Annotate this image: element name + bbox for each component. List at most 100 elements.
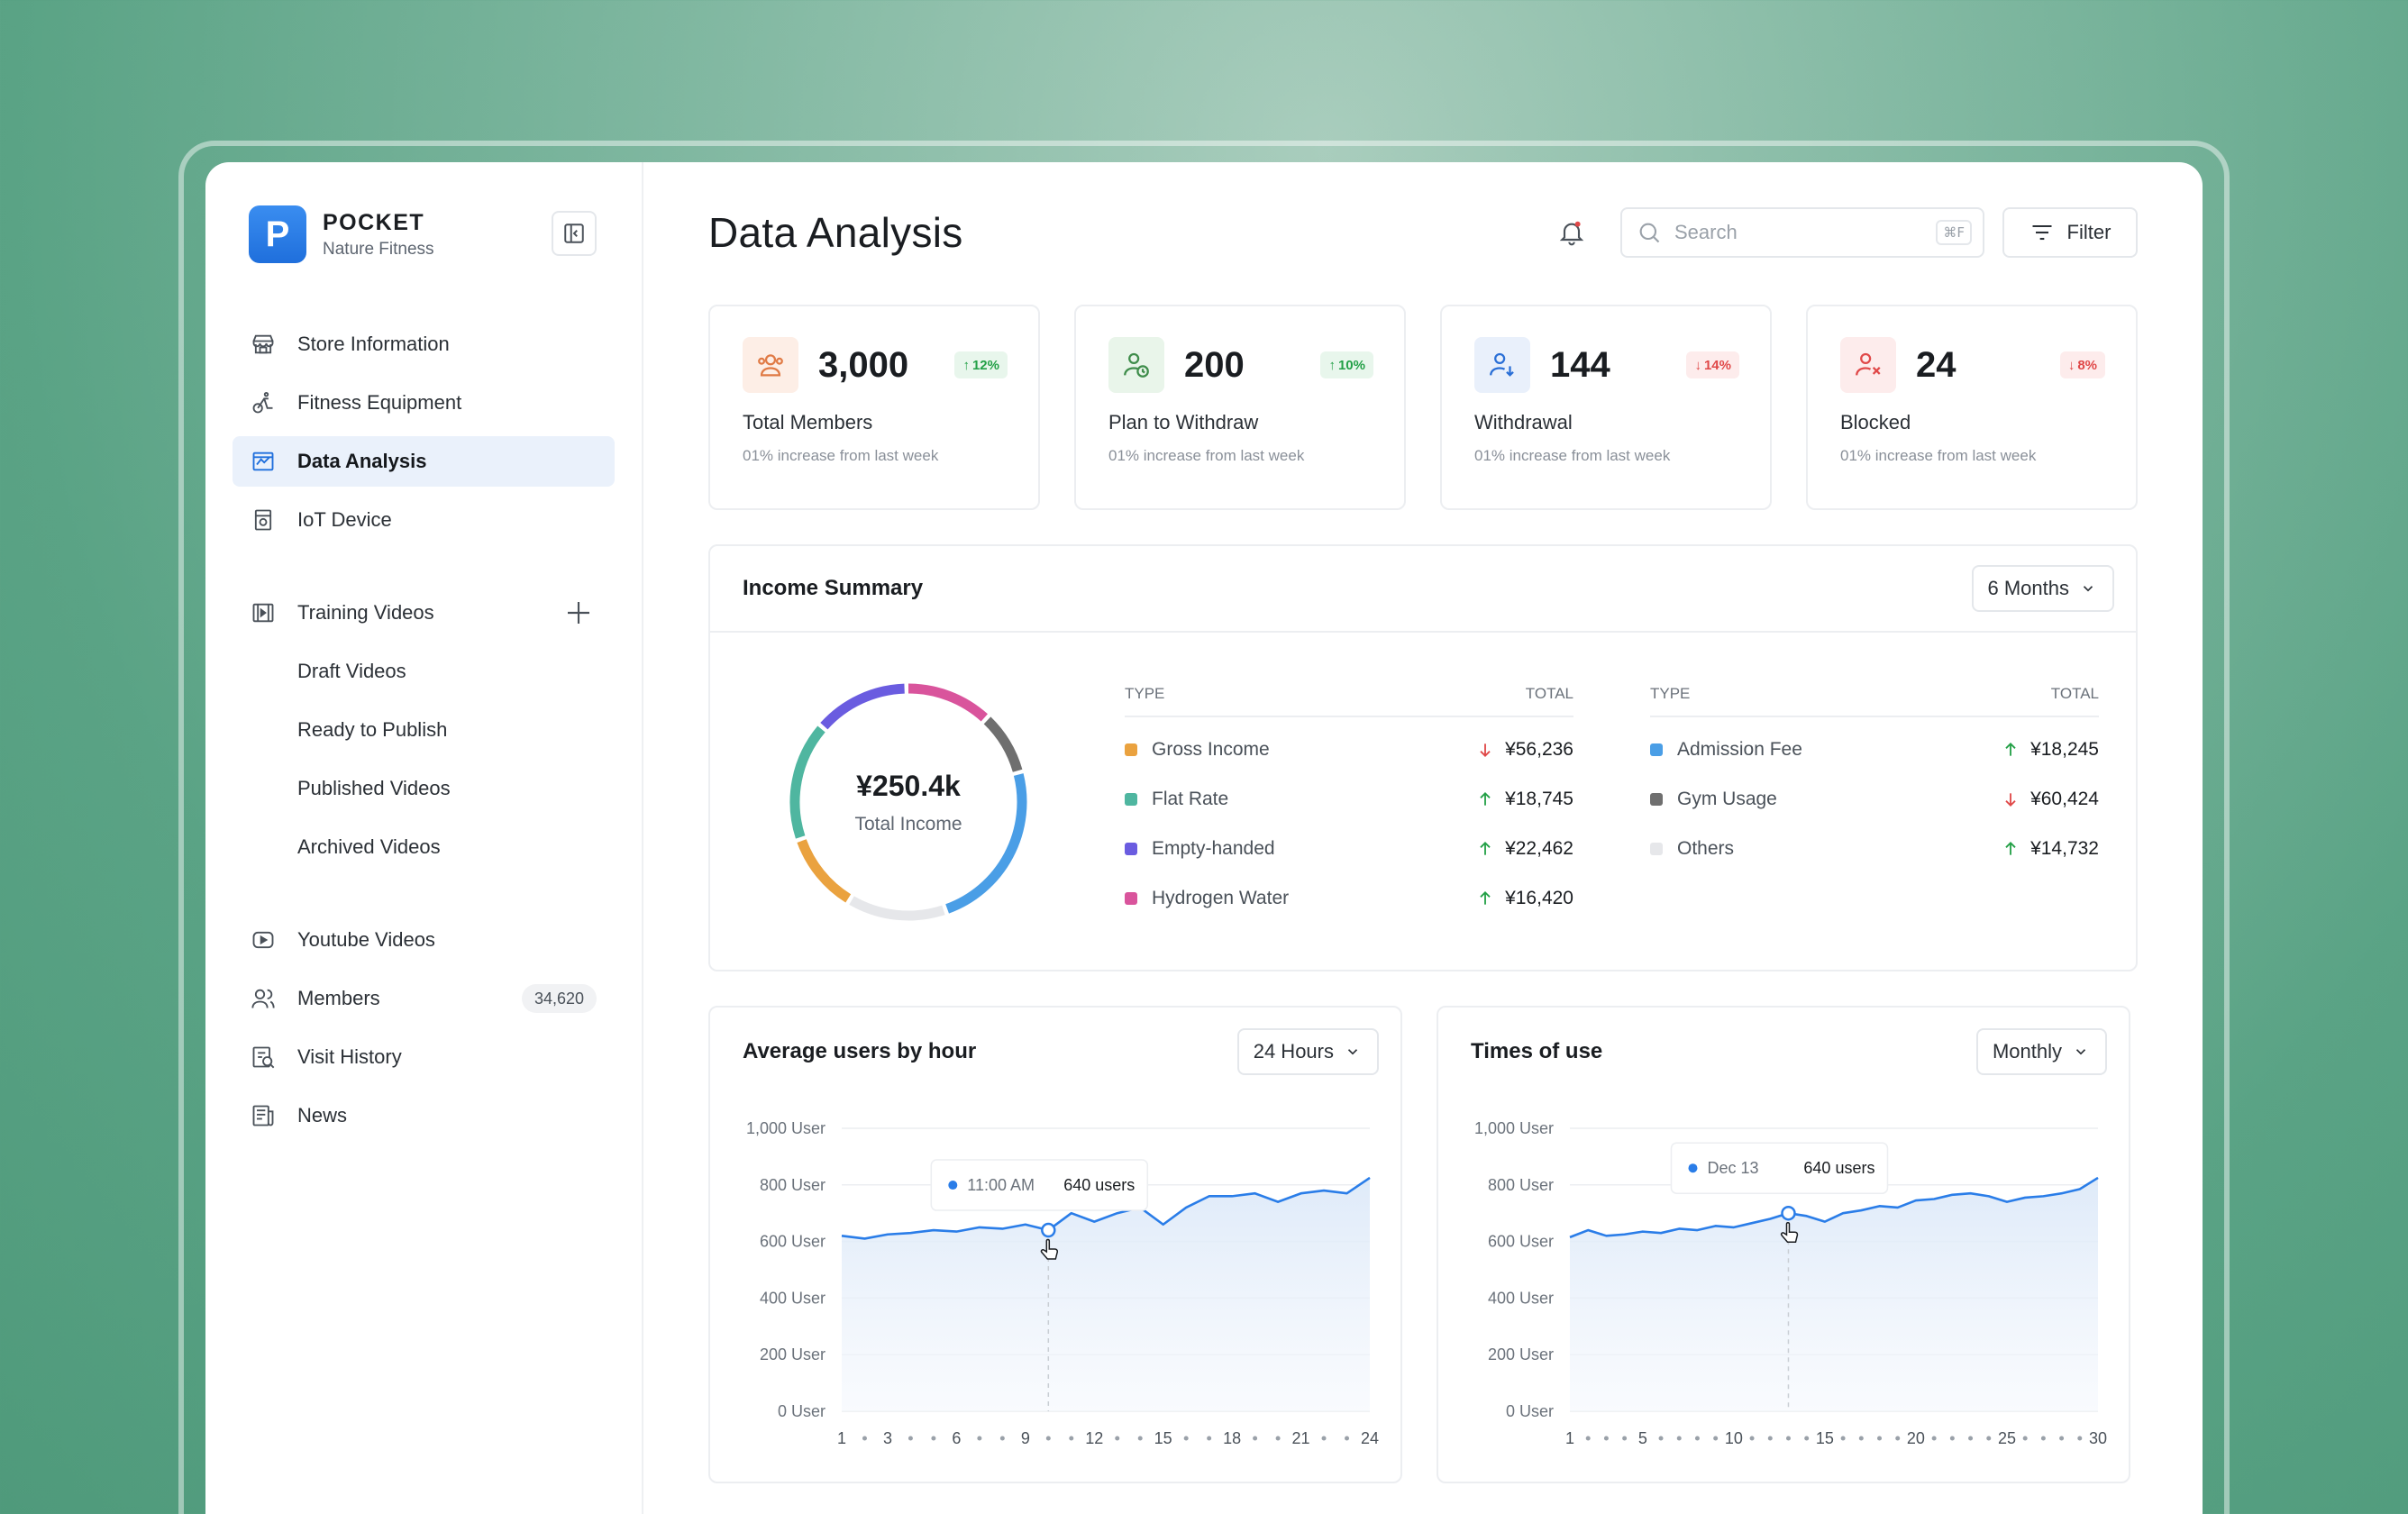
filter-label: Filter [2066,221,2112,243]
donut-segment [849,896,945,921]
income-row-flat-rate: Flat Rate ¥18,745 [1125,774,1573,824]
y-tick-label: 800 User [760,1176,825,1194]
arrow-up-icon [1480,791,1491,806]
arrow-down-icon [2005,792,2016,807]
sidebar-item-youtube-videos[interactable]: Youtube Videos [233,915,615,965]
hover-point[interactable] [1781,1205,1796,1221]
stat-card-withdrawal[interactable]: 144 ↓ 14% Withdrawal 01% increase from l… [1440,305,1772,510]
main-content: Data Analysis Search ⌘F Filter [643,162,2203,1514]
device-frame [178,141,2230,1514]
times-of-use-panel: Times of use Monthly 1,000 User 800 User 6… [1437,1006,2130,1483]
sidebar-item-members[interactable]: Members 34,620 [233,973,615,1024]
stat-label: Total Members [743,411,873,433]
x-tick-dot [1840,1436,1846,1441]
donut-segment [983,716,1023,772]
x-tick-label: 21 [1292,1429,1310,1447]
user-download-icon [1474,337,1530,393]
store-icon [249,330,278,359]
sidebar-item-label: Visit History [297,1045,402,1068]
stat-subtext: 01% increase from last week [743,447,939,464]
add-training-video-icon[interactable] [564,598,593,627]
x-tick-dot [1986,1436,1992,1441]
monthly-period-select[interactable]: Monthly [1975,1028,2107,1075]
x-tick-label: 1 [1565,1429,1574,1447]
sidebar-item-label: News [297,1104,348,1126]
notification-button[interactable] [1554,214,1590,251]
sidebar-subitem-archived-videos[interactable]: Archived Videos [297,835,441,858]
income-total: ¥16,420 [1505,887,1573,908]
x-tick-label: 18 [1223,1429,1241,1447]
search-shortcut: ⌘F [1936,220,1972,245]
sidebar-item-news[interactable]: News [233,1090,615,1141]
legend-swatch [1650,842,1663,855]
x-tick-dot [1931,1436,1937,1441]
arrow-up-icon [2005,841,2016,855]
area-fill [1570,1177,2098,1411]
x-tick-dot [1622,1436,1628,1441]
sidebar-item-store-information[interactable]: Store Information [233,319,615,369]
x-tick-dot [1877,1436,1883,1441]
hours-period-select[interactable]: 24 Hours [1236,1028,1379,1075]
x-tick-dot [1767,1436,1773,1441]
tooltip-label: Dec 13 [1707,1159,1758,1177]
stat-subtext: 01% increase from last week [1108,447,1305,464]
legend-swatch [1125,743,1137,756]
sidebar-item-visit-history[interactable]: Visit History [233,1032,615,1082]
sidebar-item-label: Data Analysis [297,450,427,472]
brand[interactable]: P POCKET Nature Fitness [233,205,615,263]
tooltip-label: 11:00 AM [967,1176,1035,1194]
sidebar-item-label: Members [297,987,380,1009]
sidebar-item-fitness-equipment[interactable]: Fitness Equipment [233,378,615,428]
sidebar-subitem-draft-videos[interactable]: Draft Videos [297,660,406,682]
sidebar-collapse-button[interactable] [552,211,597,256]
sidebar-item-label: Youtube Videos [297,928,435,951]
x-tick-label: 5 [1638,1429,1647,1447]
x-tick-dot [1713,1436,1719,1441]
y-tick-label: 1,000 User [746,1119,825,1137]
arrow-up-icon [1480,890,1491,905]
x-tick-dot [1858,1436,1864,1441]
average-users-chart[interactable]: 1,000 User 800 User 600 User 400 User 200 Us… [710,1096,1400,1483]
search-input[interactable]: Search ⌘F [1620,207,1984,258]
stat-card-plan-to-withdraw[interactable]: 200 ↑ 10% Plan to Withdraw 01% increase … [1074,305,1406,510]
stat-card-blocked[interactable]: 24 ↓ 8% Blocked 01% increase from last w… [1806,305,2138,510]
stat-value: 24 [1916,344,1957,385]
equipment-icon [249,388,278,417]
stat-card-total-members[interactable]: 3,000 ↑ 12% Total Members 01% increase f… [708,305,1040,510]
sidebar-item-data-analysis[interactable]: Data Analysis [233,436,615,487]
chevron-down-icon [2075,1049,2086,1055]
sidebar-item-label: Store Information [297,333,450,355]
x-tick-label: 30 [2089,1429,2107,1447]
stat-value: 3,000 [818,344,909,385]
page-title: Data Analysis [708,209,963,256]
filter-button[interactable]: Filter [2002,207,2138,258]
header: Data Analysis Search ⌘F Filter [708,205,2138,260]
area-fill [842,1177,1370,1411]
sidebar-subitem-ready-to-publish[interactable]: Ready to Publish [297,718,448,741]
x-tick-dot [1069,1436,1074,1441]
x-tick-dot [1275,1436,1281,1441]
stat-delta-badge: ↓ 8% [2059,351,2105,378]
income-period-select[interactable]: 6 Months [1971,565,2114,612]
tooltip-dot [948,1181,958,1190]
income-type: Others [1677,837,1735,859]
hover-point[interactable] [1041,1222,1056,1238]
sidebar-item-training-videos[interactable]: Training Videos [233,588,615,638]
tooltip-dot [1688,1163,1698,1173]
search-icon [1639,223,1660,243]
sidebar-subitem-published-videos[interactable]: Published Videos [297,777,451,799]
series-line [841,1176,1371,1240]
x-tick-label: 24 [1361,1429,1379,1447]
x-tick-dot [1676,1436,1682,1441]
tooltip-value: 640 users [1803,1159,1874,1177]
stat-delta-badge: ↑ 10% [1320,351,1373,378]
x-tick-label: 6 [952,1429,961,1447]
select-value: 24 Hours [1253,1040,1334,1063]
history-icon [249,1043,278,1072]
income-row-admission-fee: Admission Fee ¥18,245 [1650,725,2099,774]
income-type: Empty-handed [1152,837,1275,859]
sidebar-item-iot-device[interactable]: IoT Device [233,495,615,545]
user-clock-icon [1108,337,1164,393]
income-total: ¥22,462 [1505,837,1573,859]
